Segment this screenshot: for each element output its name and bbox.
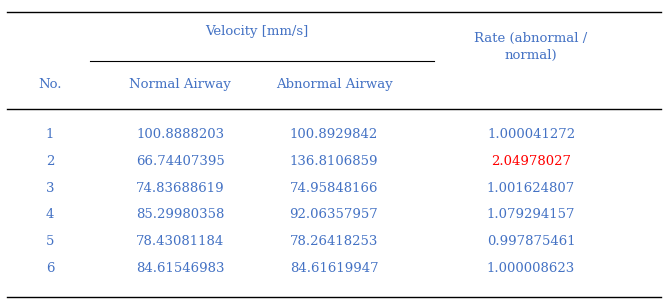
Text: 3: 3 xyxy=(46,182,54,195)
Text: 78.26418253: 78.26418253 xyxy=(290,235,378,248)
Text: 6: 6 xyxy=(46,262,54,275)
Text: 74.95848166: 74.95848166 xyxy=(290,182,378,195)
Text: 4: 4 xyxy=(46,208,54,221)
Text: 84.61619947: 84.61619947 xyxy=(290,262,378,275)
Text: 78.43081184: 78.43081184 xyxy=(136,235,224,248)
Text: 100.8929842: 100.8929842 xyxy=(290,128,378,141)
Text: 100.8888203: 100.8888203 xyxy=(136,128,224,141)
Text: Normal Airway: Normal Airway xyxy=(130,78,231,91)
Text: 2.04978027: 2.04978027 xyxy=(491,155,571,168)
Text: 66.74407395: 66.74407395 xyxy=(136,155,224,168)
Text: No.: No. xyxy=(38,78,62,91)
Text: 1.000041272: 1.000041272 xyxy=(487,128,575,141)
Text: 74.83688619: 74.83688619 xyxy=(136,182,224,195)
Text: 1: 1 xyxy=(46,128,54,141)
Text: Rate (abnormal /
normal): Rate (abnormal / normal) xyxy=(474,32,588,62)
Text: 2: 2 xyxy=(46,155,54,168)
Text: 1.079294157: 1.079294157 xyxy=(487,208,575,221)
Text: 1.000008623: 1.000008623 xyxy=(487,262,575,275)
Text: Velocity [mm/s]: Velocity [mm/s] xyxy=(206,25,309,38)
Text: 5: 5 xyxy=(46,235,54,248)
Text: 92.06357957: 92.06357957 xyxy=(290,208,378,221)
Text: 136.8106859: 136.8106859 xyxy=(290,155,378,168)
Text: 84.61546983: 84.61546983 xyxy=(136,262,224,275)
Text: 0.997875461: 0.997875461 xyxy=(487,235,575,248)
Text: Abnormal Airway: Abnormal Airway xyxy=(276,78,392,91)
Text: 85.29980358: 85.29980358 xyxy=(136,208,224,221)
Text: 1.001624807: 1.001624807 xyxy=(487,182,575,195)
